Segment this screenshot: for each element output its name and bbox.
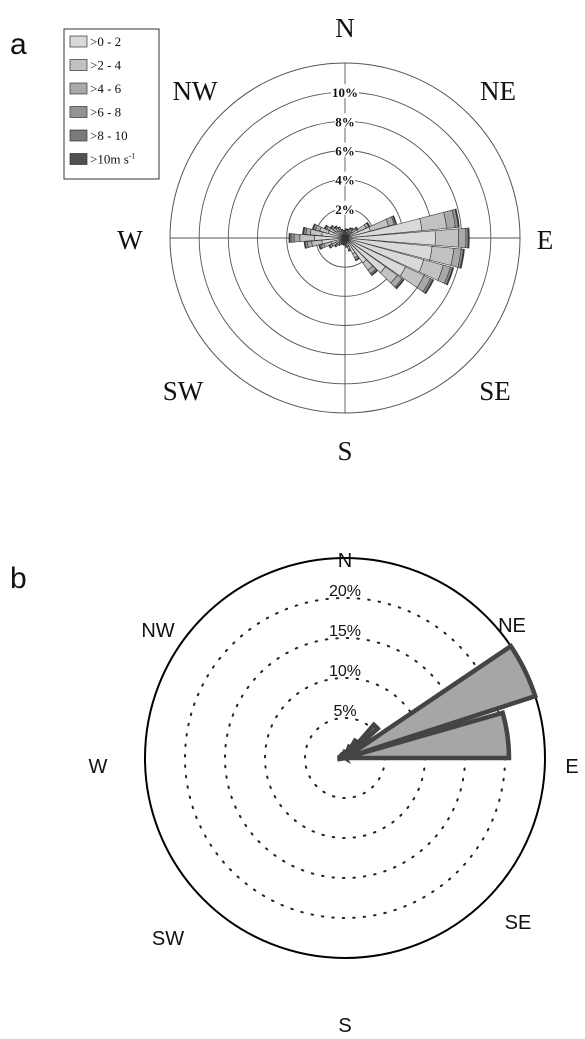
legend-superscript: -1 [129,152,136,161]
wind-bar [290,233,295,243]
wind-bar [455,208,460,228]
legend-label: >0 - 2 [90,34,121,49]
wind-bar [323,224,327,229]
ring-label-bg [335,142,355,157]
legend-swatch [69,106,88,118]
legend-swatch [69,35,88,48]
legend-swatch [69,153,88,165]
ring-label: 15% [329,623,361,640]
legend-label: >10m s-1 [90,152,135,167]
wind-bar [288,233,291,243]
ring-label: 2% [335,202,355,217]
dir-label-s: S [337,436,352,466]
wind-bar [367,222,371,227]
legend-label: >6 - 8 [90,105,121,120]
ring-label: 4% [335,173,355,188]
wind-bar [460,248,465,269]
legend: >0 - 2 >2 - 4 >4 - 6 >6 - 8 >8 - 10 >10m s-1 [63,28,160,180]
wind-bar [395,279,405,290]
dir-label-s: S [338,1015,351,1037]
wind-bar [419,211,447,232]
outer-ring [144,557,546,959]
wind-bar [302,226,305,235]
panel-letter-b: b [10,562,27,595]
bars-a [288,208,470,295]
panel-letter-a: a [10,28,27,61]
ring-label: 10% [329,663,361,680]
legend-label: >4 - 6 [90,81,122,96]
wind-bar [458,227,467,249]
wind-bar [393,215,397,225]
dir-label-n: N [338,550,352,572]
dir-label-ne: NE [498,615,526,637]
dir-label-n: N [335,13,355,43]
windrose-panel-b: b 5% 10% 15% 20% N NE E SE S SW W NW [10,550,579,1037]
dir-label-nw: NW [173,76,218,106]
ring-labels-a: 2% 4% 6% 8% 10% [331,84,359,217]
windrose-panel-a: a 2% 4% 6% 8% 10% N NE E SE S SW W NW >0 - 2… [10,13,553,466]
dir-label-w: W [89,756,108,778]
dir-label-se: SE [479,376,511,406]
dir-label-sw: SW [163,376,204,406]
dir-label-sw: SW [152,928,184,950]
ring-label: 6% [335,144,355,159]
legend-swatch [69,82,88,95]
wind-bar [348,250,352,252]
wind-bar [312,223,315,230]
wind-bar [337,226,341,229]
wind-bar [344,710,512,761]
dir-label-e: E [537,225,554,255]
legend-swatch [69,129,88,142]
wind-bar [371,270,378,277]
wind-bar [303,241,306,249]
wind-bar [329,224,333,229]
ring-label: 5% [333,703,356,720]
ring-label-bg [331,84,359,99]
wind-bar [434,228,460,248]
ring-label: 10% [332,85,358,100]
ring-label-bg [335,171,355,186]
dir-label-se: SE [505,912,532,934]
dir-label-w: W [117,225,143,255]
bars-b [337,643,539,765]
wind-bar [299,234,315,242]
wind-bar [446,267,455,286]
ring-label: 8% [335,114,355,129]
wind-bar [355,258,360,262]
wind-bar [343,643,539,761]
legend-swatch [69,59,88,71]
ring-labels-b: 5% 10% 15% 20% [329,583,361,720]
wind-bar [468,227,470,249]
wind-bar [340,228,343,231]
wind-bar [318,244,321,250]
wind-bar [337,750,352,765]
dir-label-ne: NE [480,76,516,106]
ring-label-bg [335,200,355,215]
legend-items: >0 - 2 >2 - 4 >4 - 6 >6 - 8 >8 - 10 >10m s-1 [69,34,135,167]
legend-label: >2 - 4 [90,58,122,73]
wind-bar [334,225,337,228]
legend-label: >8 - 10 [90,128,128,143]
ring-label-bg [335,113,355,128]
ring-label: 20% [329,583,361,600]
wind-bar [293,233,301,243]
dir-label-e: E [565,756,578,778]
dir-label-nw: NW [141,620,174,642]
wind-bar [425,279,435,295]
